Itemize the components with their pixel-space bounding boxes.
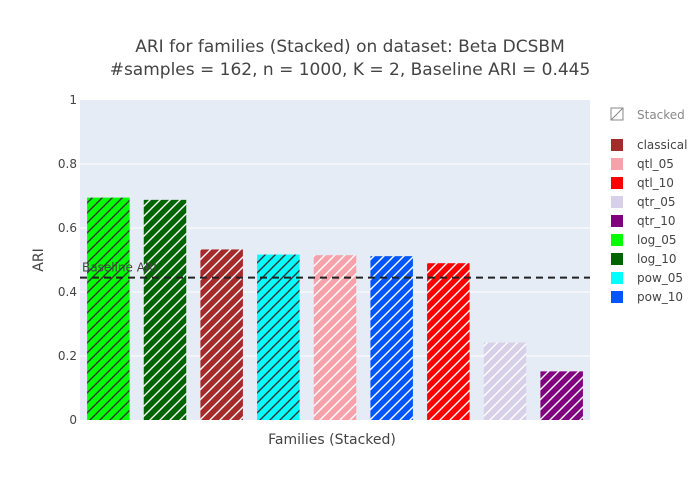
- legend-item-qtl-10[interactable]: qtl_10: [611, 176, 674, 190]
- legend-group-icon: [610, 107, 624, 121]
- legend-label: qtl_05: [637, 157, 674, 171]
- legend[interactable]: Stacked classical qtl_05 qtl_10 qtr_05 qtr_10…: [610, 107, 687, 304]
- bar-qtl-10[interactable]: [427, 263, 470, 420]
- legend-swatch: [611, 177, 623, 189]
- legend-label: qtl_10: [637, 176, 674, 190]
- legend-swatch: [611, 139, 623, 151]
- legend-label: classical: [637, 138, 687, 152]
- legend-item-log-05[interactable]: log_05: [611, 233, 677, 247]
- legend-swatch: [611, 234, 623, 246]
- bar-log-05[interactable]: [87, 197, 130, 420]
- legend-item-qtr-05[interactable]: qtr_05: [611, 195, 676, 209]
- bar-pow-05[interactable]: [257, 254, 300, 420]
- legend-label: pow_05: [637, 271, 683, 285]
- chart-title-line1: ARI for families (Stacked) on dataset: B…: [135, 37, 565, 57]
- legend-swatch: [611, 196, 623, 208]
- y-tick-label: 0: [69, 413, 77, 427]
- legend-swatch: [611, 291, 623, 303]
- legend-item-qtl-05[interactable]: qtl_05: [611, 157, 674, 171]
- legend-item-classical[interactable]: classical: [611, 138, 687, 152]
- legend-swatch: [611, 158, 623, 170]
- bar-qtr-05[interactable]: [483, 342, 527, 420]
- legend-group-icon-slash: [610, 107, 624, 121]
- y-tick-label: 0.4: [58, 285, 77, 299]
- bar-qtl-05[interactable]: [313, 255, 357, 420]
- legend-group-title: Stacked: [637, 108, 685, 122]
- legend-swatch: [611, 272, 623, 284]
- y-tick-label: 0.2: [58, 349, 77, 363]
- legend-label: log_10: [637, 252, 677, 266]
- bar-pow-10[interactable]: [370, 256, 413, 420]
- y-tick-labels: 0 0.2 0.4 0.6 0.8 1: [58, 93, 77, 427]
- legend-item-pow-05[interactable]: pow_05: [611, 271, 683, 285]
- bar-classical[interactable]: [200, 249, 243, 420]
- legend-swatch: [611, 215, 623, 227]
- baseline-label: Baseline ARI: [82, 261, 157, 275]
- legend-label: log_05: [637, 233, 677, 247]
- legend-label: qtr_10: [637, 214, 676, 228]
- bars-group: [87, 197, 583, 420]
- legend-swatch: [611, 253, 623, 265]
- legend-item-log-10[interactable]: log_10: [611, 252, 677, 266]
- y-tick-label: 0.8: [58, 157, 77, 171]
- bar-log-10[interactable]: [143, 199, 187, 420]
- legend-item-qtr-10[interactable]: qtr_10: [611, 214, 676, 228]
- x-axis-title: Families (Stacked): [268, 432, 396, 448]
- chart-title-line2: #samples = 162, n = 1000, K = 2, Baselin…: [110, 60, 591, 80]
- y-axis-title: ARI: [31, 248, 47, 271]
- legend-label: pow_10: [637, 290, 683, 304]
- y-tick-label: 0.6: [58, 221, 77, 235]
- baseline-group: Baseline ARI: [80, 261, 590, 279]
- bar-qtr-10[interactable]: [540, 371, 583, 420]
- legend-label: qtr_05: [637, 195, 676, 209]
- legend-item-pow-10[interactable]: pow_10: [611, 290, 683, 304]
- y-tick-label: 1: [69, 93, 77, 107]
